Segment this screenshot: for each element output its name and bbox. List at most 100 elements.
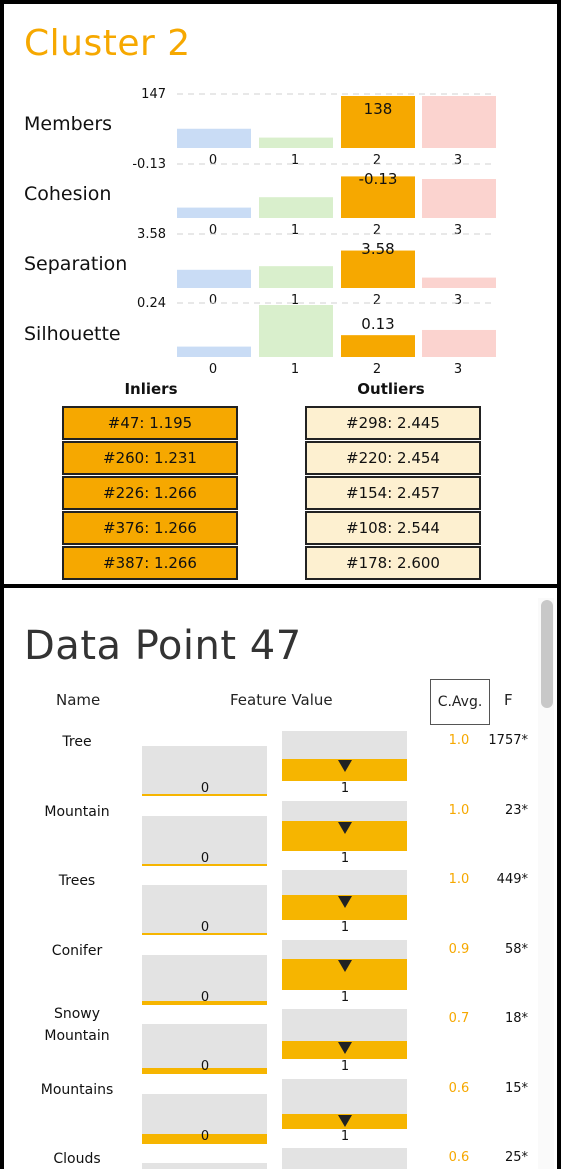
metric-bar	[177, 128, 251, 148]
metric-bar	[422, 96, 496, 148]
category-tick-label: 2	[373, 362, 381, 377]
category-tick-label: 3	[454, 223, 462, 238]
category-tick-label: 2	[373, 223, 381, 238]
metric-bar	[341, 250, 415, 288]
tick-label-one: 1	[340, 1128, 350, 1144]
selected-value-label: 0.13	[361, 315, 394, 333]
metric-bar	[422, 179, 496, 218]
feature-f-value: 449*	[496, 872, 528, 887]
inlier-item[interactable]: #226: 1.266	[62, 476, 238, 510]
feature-bar-zero	[142, 954, 267, 1005]
tick-label-zero: 0	[200, 781, 210, 796]
feature-cavg-value: 1.0	[448, 872, 470, 887]
selected-value-label: 3.58	[361, 240, 394, 258]
category-tick-label: 3	[454, 362, 462, 377]
feature-bar-one	[282, 1148, 407, 1169]
inlier-item[interactable]: #47: 1.195	[62, 406, 238, 440]
column-header-f: F	[504, 691, 513, 709]
category-tick-label: 0	[209, 293, 217, 308]
outlier-item[interactable]: #298: 2.445	[305, 406, 481, 440]
feature-bar-zero	[142, 885, 267, 935]
current-value-marker-icon	[338, 1042, 352, 1054]
scrollbar-track[interactable]	[538, 598, 554, 1169]
metric-bar	[422, 277, 496, 288]
feature-f-value: 18*	[504, 1011, 528, 1026]
outlier-item[interactable]: #178: 2.600	[305, 546, 481, 580]
feature-bar-zero	[142, 746, 267, 796]
outlier-item[interactable]: #220: 2.454	[305, 441, 481, 475]
tick-label-zero: 0	[200, 1059, 210, 1074]
axis-max-label: -0.13	[132, 157, 166, 172]
feature-name: Clouds	[53, 1151, 101, 1167]
feature-bar-zero-fill	[142, 933, 267, 935]
feature-bar-zero-fill	[142, 794, 267, 796]
feature-cavg-value: 0.6	[448, 1080, 470, 1096]
tick-label-zero: 0	[200, 989, 210, 1005]
tick-label-one: 1	[340, 850, 350, 866]
feature-f-value: 58*	[504, 941, 528, 957]
inlier-item[interactable]: #387: 1.266	[62, 546, 238, 580]
tick-label-zero: 0	[200, 1128, 210, 1144]
category-tick-label: 0	[209, 362, 217, 377]
feature-f-value: 1757*	[488, 733, 528, 748]
feature-name: Trees	[58, 873, 96, 889]
feature-bar-zero-fill	[142, 1133, 267, 1144]
feature-cavg-value: 0.7	[448, 1011, 470, 1026]
feature-cavg-value: 1.0	[448, 802, 470, 818]
feature-name: Conifer	[51, 942, 103, 959]
data-point-title: Data Point 47	[24, 623, 302, 669]
axis-max-label: 3.58	[137, 227, 166, 242]
metric-bar	[341, 335, 415, 357]
cluster-metric-chart: 147 0 1 2 138 3 -0.13 0 1 2 -0.13 3 3.58 0 1 2 3.58 3 0.24…	[132, 87, 496, 377]
current-value-marker-icon	[338, 1114, 352, 1127]
column-header-cavg[interactable]: C.Avg.	[430, 679, 490, 725]
tick-label-one: 1	[340, 989, 350, 1005]
cluster-panel: Cluster 2 Members Cohesion Separation Si…	[0, 0, 561, 588]
data-point-panel: Data Point 47 Name Feature Value C.Avg. …	[0, 584, 561, 1169]
category-tick-label: 2	[373, 293, 381, 308]
category-tick-label: 0	[209, 223, 217, 238]
inlier-item[interactable]: #260: 1.231	[62, 441, 238, 475]
feature-name: Mountains	[40, 1081, 114, 1098]
tick-label-zero: 0	[200, 920, 210, 935]
selected-value-label: 138	[364, 100, 393, 118]
axis-max-label: 0.24	[137, 296, 166, 311]
axis-max-label: 147	[141, 87, 166, 102]
selected-value-label: -0.13	[359, 170, 398, 188]
metric-bar	[341, 176, 415, 218]
outliers-heading: Outliers	[357, 380, 425, 398]
outlier-item[interactable]: #108: 2.544	[305, 511, 481, 545]
outlier-item[interactable]: #154: 2.457	[305, 476, 481, 510]
feature-cavg-value: 0.6	[448, 1150, 470, 1165]
feature-bar-zero	[142, 815, 267, 866]
feature-bar-zero	[142, 1024, 267, 1074]
metric-label-cohesion: Cohesion	[24, 183, 112, 205]
feature-f-value: 15*	[504, 1080, 528, 1096]
feature-name: Tree	[62, 734, 92, 750]
category-tick-label: 3	[454, 293, 462, 308]
category-tick-label: 0	[209, 153, 217, 168]
metric-label-silhouette: Silhouette	[24, 323, 121, 345]
metric-bar	[259, 197, 333, 218]
cluster-title: Cluster 2	[24, 23, 191, 64]
tick-label-one: 1	[340, 920, 350, 935]
current-value-marker-icon	[338, 821, 352, 834]
feature-name: Snowy Mountain	[44, 1006, 110, 1044]
feature-bar-zero-fill	[142, 1068, 267, 1074]
feature-name: Mountain	[44, 803, 110, 820]
category-tick-label: 1	[291, 223, 299, 238]
metric-bar	[177, 207, 251, 218]
feature-bar-zero-fill	[142, 863, 267, 866]
tick-label-zero: 0	[200, 850, 210, 866]
inlier-item[interactable]: #376: 1.266	[62, 511, 238, 545]
metric-bar	[341, 96, 415, 148]
metric-bar	[259, 266, 333, 288]
metric-bar	[177, 269, 251, 288]
category-tick-label: 3	[454, 153, 462, 168]
metric-bar	[259, 305, 333, 357]
column-header-feature-value: Feature Value	[230, 691, 333, 709]
feature-bar-zero	[142, 1163, 267, 1169]
scrollbar-thumb[interactable]	[541, 600, 553, 708]
category-tick-label: 1	[291, 293, 299, 308]
current-value-marker-icon	[338, 896, 352, 908]
